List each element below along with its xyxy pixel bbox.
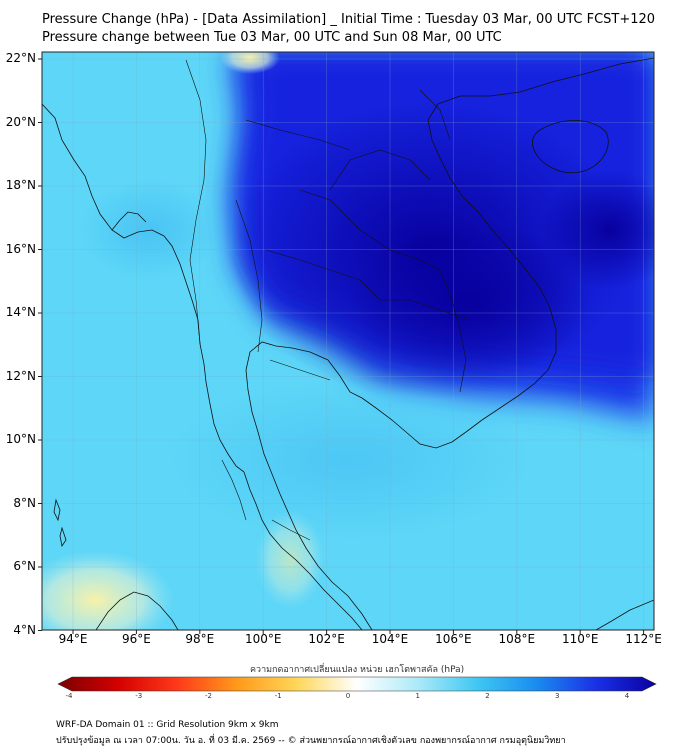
footer-domain-info: WRF-DA Domain 01 :: Grid Resolution 9km … [56, 720, 279, 730]
colorbar-tick-label: 1 [415, 692, 420, 700]
colorbar-title: ความกดอากาศเปลี่ยนแปลง หน่วย เฮกโตพาสคัล… [250, 665, 465, 675]
longitude-label: 108°E [498, 632, 536, 646]
coastlines-and-borders [42, 57, 654, 630]
colorbar-tick-label: -3 [135, 692, 143, 700]
map-title: Pressure Change (hPa) - [Data Assimilati… [42, 12, 656, 27]
axis-ticks [38, 58, 645, 634]
colorbar-tick-label: -4 [65, 692, 73, 700]
latitude-label: 22°N [5, 51, 36, 65]
longitude-label: 104°E [371, 632, 409, 646]
longitude-label: 94°E [58, 632, 88, 646]
longitude-label: 98°E [185, 632, 215, 646]
longitude-label: 102°E [308, 632, 345, 646]
latitude-label: 16°N [5, 241, 36, 256]
latitude-label: 20°N [5, 114, 36, 129]
latitude-label: 14°N [5, 305, 36, 319]
longitude-label: 100°E [244, 632, 282, 646]
colorbar [57, 676, 657, 692]
colorbar-tick-label: 4 [624, 692, 630, 700]
map-subtitle: Pressure change between Tue 03 Mar, 00 U… [42, 30, 502, 45]
latitude-label: 10°N [5, 432, 36, 446]
latitude-label: 4°N [13, 622, 36, 637]
map-frame [41, 51, 655, 631]
colorbar-tick-label: -1 [274, 692, 282, 700]
colorbar-tick-label: -2 [205, 692, 212, 700]
latitude-label: 8°N [13, 495, 36, 510]
internal-borders [185, 59, 471, 541]
longitude-label: 106°E [435, 632, 472, 646]
colorbar-bar [57, 676, 657, 692]
longitude-label: 112°E [625, 632, 662, 646]
pressure-field [42, 52, 654, 630]
latitude-label: 6°N [13, 559, 36, 573]
colorbar-tick-label: 0 [345, 692, 351, 700]
longitude-label: 96°E [121, 632, 151, 646]
latitude-label: 18°N [5, 178, 36, 192]
graticule [42, 52, 654, 630]
longitude-label: 110°E [561, 632, 599, 646]
footer-credit: ปรับปรุงข้อมูล ณ เวลา 07:00น. วัน อ. ที่… [56, 736, 566, 746]
colorbar-tick-label: 2 [485, 692, 490, 700]
colorbar-tick-label: 3 [555, 692, 560, 700]
latitude-label: 12°N [5, 368, 36, 383]
